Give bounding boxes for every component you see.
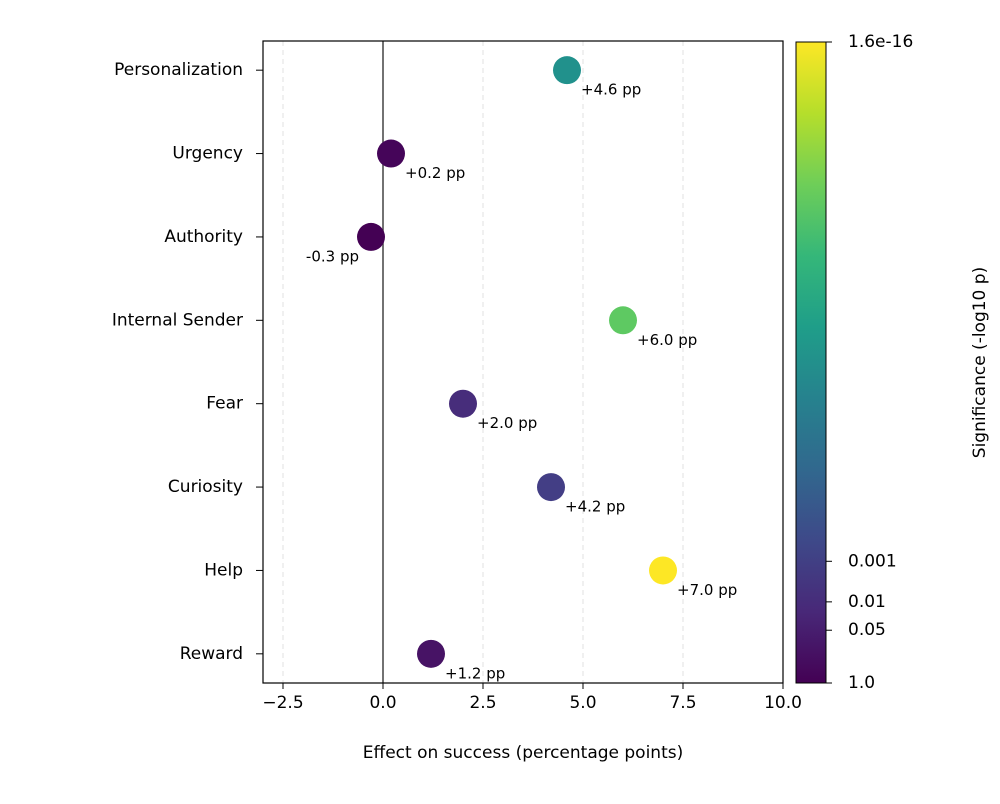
y-tick-label: Urgency [172,144,243,164]
dot [449,389,477,418]
colorbar-tick-label: 0.01 [848,592,886,612]
dot [417,639,445,668]
value-label: +4.6 pp [581,81,641,99]
value-label: +2.0 pp [477,414,537,432]
x-tick-label: 0.0 [369,693,396,713]
value-label: +4.2 pp [565,498,625,516]
colorbar-tick-label: 1.0 [848,673,875,693]
x-tick-label: 2.5 [469,693,496,713]
x-tick-label: 5.0 [569,693,596,713]
dot [377,139,405,168]
colorbar-label: Significance (-log10 p) [970,267,990,458]
dot [649,556,677,585]
x-tick-label: −2.5 [262,693,303,713]
dot [537,473,565,502]
y-tick-label: Personalization [114,60,243,80]
x-tick-label: 10.0 [764,693,802,713]
y-tick-label: Internal Sender [112,310,243,330]
colorbar-tick-label: 0.001 [848,551,897,571]
x-axis-label: Effect on success (percentage points) [363,743,683,763]
value-label: +7.0 pp [677,581,737,599]
value-label: +1.2 pp [445,664,505,682]
plot-frame [262,40,784,684]
y-tick-label: Curiosity [168,477,243,497]
value-label: +6.0 pp [637,331,697,349]
y-tick-label: Authority [164,227,243,247]
value-label: +0.2 pp [405,164,465,182]
y-tick-label: Fear [206,394,243,414]
dot [357,222,385,251]
colorbar-tick-label: 1.6e-16 [848,32,913,52]
value-label: -0.3 pp [306,247,359,265]
x-tick-label: 7.5 [669,693,696,713]
dot [553,56,581,85]
dot [609,306,637,335]
colorbar-tick-label: 0.05 [848,620,886,640]
colorbar [795,41,827,684]
y-tick-label: Reward [180,644,243,664]
y-tick-label: Help [204,560,243,580]
